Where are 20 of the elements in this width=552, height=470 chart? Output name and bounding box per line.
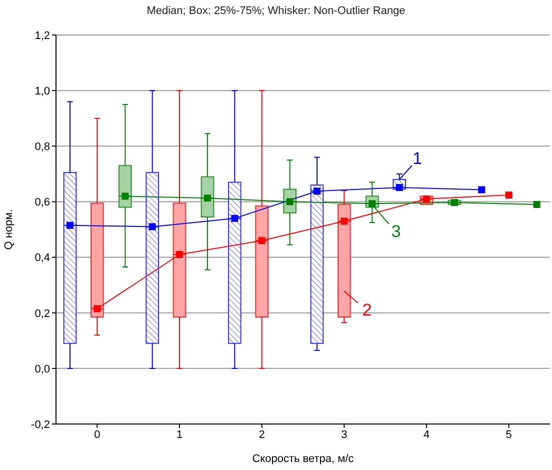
x-axis-title: Скорость ветра, м/с bbox=[252, 453, 354, 465]
annotation: 2 bbox=[362, 300, 372, 320]
y-tick-label: -0,2 bbox=[31, 418, 50, 431]
x-tick-label: 5 bbox=[506, 428, 512, 441]
chart-title: Median; Box: 25%-75%; Whisker: Non-Outlier Range bbox=[146, 4, 406, 19]
y-tick-label: 0,4 bbox=[34, 252, 50, 264]
x-tick-label: 4 bbox=[423, 428, 430, 441]
x-tick-label: 0 bbox=[94, 428, 100, 441]
x-tick-label: 1 bbox=[176, 428, 183, 441]
y-tick-label: 0,8 bbox=[34, 141, 50, 154]
y-tick-label: 1,0 bbox=[34, 85, 50, 98]
y-tick-label: 1,2 bbox=[34, 30, 50, 42]
y-tick-label: 0,0 bbox=[34, 363, 50, 376]
annotation: 3 bbox=[391, 222, 401, 241]
x-tick-label: 2 bbox=[258, 428, 265, 441]
x-tick-label: 3 bbox=[341, 428, 348, 441]
annotation: 1 bbox=[412, 148, 422, 168]
y-tick-label: 0,2 bbox=[34, 308, 50, 320]
y-axis-title: Q норм. bbox=[2, 209, 15, 250]
y-tick-label: 0,6 bbox=[34, 196, 50, 209]
